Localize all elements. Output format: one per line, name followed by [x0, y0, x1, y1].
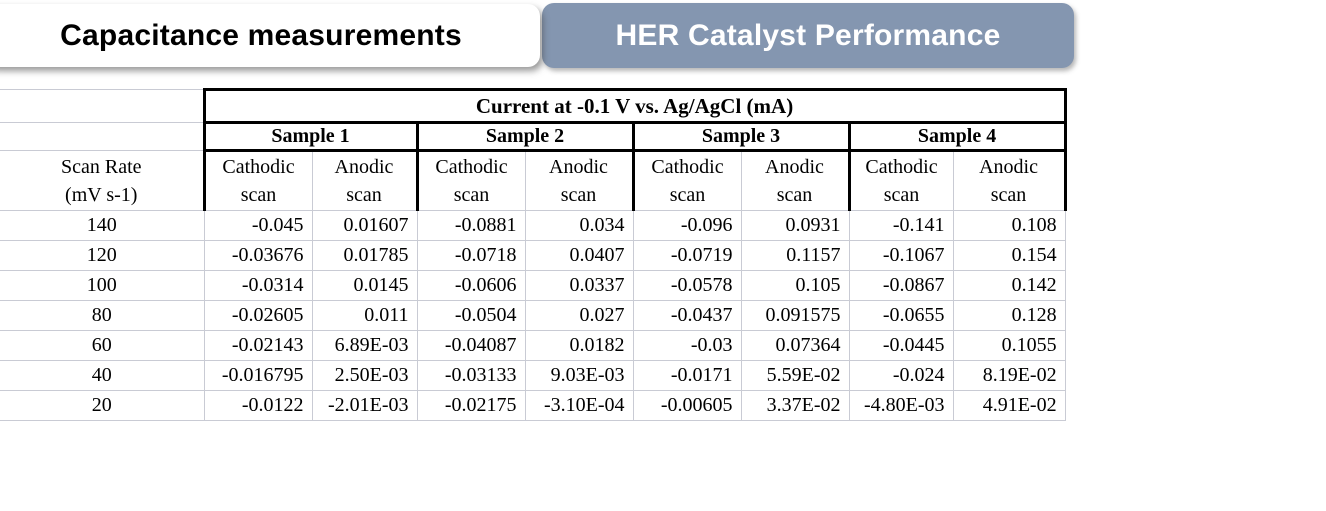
- scan-rate-cell: 20: [0, 390, 205, 421]
- value-cell: 0.0182: [524, 330, 634, 361]
- value-cell: 0.0407: [524, 240, 634, 271]
- value-cell: 0.07364: [740, 330, 850, 361]
- value-cell: 0.01607: [311, 210, 418, 241]
- scan-type-header: Cathodic scan: [415, 150, 526, 211]
- value-cell: 9.03E-03: [524, 360, 634, 391]
- table-row: 100 -0.0314 0.0145 -0.0606 0.0337 -0.057…: [0, 270, 1066, 301]
- scan-type-header: Anodic scan: [952, 150, 1067, 211]
- scan-rate-header-line1: Scan Rate: [60, 155, 142, 178]
- value-cell: 0.091575: [740, 300, 850, 331]
- tab-her-label: HER Catalyst Performance: [615, 18, 1001, 52]
- value-cell: 0.0931: [740, 210, 850, 241]
- scan-type-header: Cathodic scan: [202, 150, 313, 211]
- sample-header: Sample 4: [847, 121, 1067, 152]
- value-cell: -0.03: [632, 330, 742, 361]
- value-cell: -0.141: [848, 210, 954, 241]
- value-cell: 0.142: [952, 270, 1066, 301]
- scan-rate-cell: 80: [0, 300, 205, 331]
- value-cell: -0.0881: [416, 210, 526, 241]
- scan-rate-cell: 40: [0, 360, 205, 391]
- value-cell: -0.0867: [848, 270, 954, 301]
- scan-type-header: Anodic scan: [740, 150, 851, 211]
- value-cell: -0.1067: [848, 240, 954, 271]
- value-cell: 0.0145: [311, 270, 418, 301]
- table-row: 60 -0.02143 6.89E-03 -0.04087 0.0182 -0.…: [0, 330, 1066, 361]
- value-cell: -0.02143: [203, 330, 313, 361]
- table-row: 20 -0.0122 -2.01E-03 -0.02175 -3.10E-04 …: [0, 390, 1066, 421]
- value-cell: -0.0718: [416, 240, 526, 271]
- table-title: Current at -0.1 V vs. Ag/AgCl (mA): [202, 88, 1067, 124]
- value-cell: 0.1157: [740, 240, 850, 271]
- scan-type-header-row: Scan Rate (mV s-1) Cathodic scan Anodic sc…: [0, 150, 1067, 211]
- value-cell: 0.034: [524, 210, 634, 241]
- empty-corner-cell: [0, 122, 205, 151]
- scan-type-header: Cathodic scan: [631, 150, 742, 211]
- value-cell: 0.01785: [311, 240, 418, 271]
- value-cell: 0.128: [952, 300, 1066, 331]
- measurement-table: Current at -0.1 V vs. Ag/AgCl (mA) Sampl…: [0, 88, 1067, 421]
- table-row: 40 -0.016795 2.50E-03 -0.03133 9.03E-03 …: [0, 360, 1066, 391]
- scan-rate-header: Scan Rate (mV s-1): [0, 150, 205, 211]
- value-cell: 0.011: [311, 300, 418, 331]
- value-cell: 4.91E-02: [952, 390, 1066, 421]
- value-cell: -0.0171: [632, 360, 742, 391]
- value-cell: 0.154: [952, 240, 1066, 271]
- value-cell: -0.02605: [203, 300, 313, 331]
- value-cell: -0.024: [848, 360, 954, 391]
- value-cell: -3.10E-04: [524, 390, 634, 421]
- scan-type-header: Anodic scan: [311, 150, 419, 211]
- value-cell: 6.89E-03: [311, 330, 418, 361]
- table-title-row: Current at -0.1 V vs. Ag/AgCl (mA): [0, 88, 1067, 124]
- scan-rate-header-line2: (mV s-1): [65, 183, 138, 206]
- scan-type-header: Anodic scan: [524, 150, 635, 211]
- value-cell: 8.19E-02: [952, 360, 1066, 391]
- value-cell: -0.0122: [203, 390, 313, 421]
- value-cell: 2.50E-03: [311, 360, 418, 391]
- scan-rate-cell: 60: [0, 330, 205, 361]
- value-cell: -2.01E-03: [311, 390, 418, 421]
- tab-her-catalyst-performance[interactable]: HER Catalyst Performance: [542, 3, 1074, 68]
- scan-type-header: Cathodic scan: [847, 150, 954, 211]
- value-cell: -0.0314: [203, 270, 313, 301]
- scan-rate-cell: 120: [0, 240, 205, 271]
- table-row: 120 -0.03676 0.01785 -0.0718 0.0407 -0.0…: [0, 240, 1066, 271]
- value-cell: -4.80E-03: [848, 390, 954, 421]
- table-row: 80 -0.02605 0.011 -0.0504 0.027 -0.0437 …: [0, 300, 1066, 331]
- value-cell: -0.0606: [416, 270, 526, 301]
- empty-corner-cell: [0, 89, 205, 123]
- value-cell: -0.03133: [416, 360, 526, 391]
- value-cell: -0.0578: [632, 270, 742, 301]
- value-cell: -0.0655: [848, 300, 954, 331]
- value-cell: -0.00605: [632, 390, 742, 421]
- value-cell: -0.0504: [416, 300, 526, 331]
- table-row: 140 -0.045 0.01607 -0.0881 0.034 -0.096 …: [0, 210, 1066, 241]
- value-cell: 0.1055: [952, 330, 1066, 361]
- sample-header: Sample 3: [631, 121, 851, 152]
- value-cell: -0.0719: [632, 240, 742, 271]
- value-cell: -0.03676: [203, 240, 313, 271]
- value-cell: 5.59E-02: [740, 360, 850, 391]
- value-cell: -0.045: [203, 210, 313, 241]
- tab-capacitance-label: Capacitance measurements: [60, 18, 462, 52]
- scan-rate-cell: 140: [0, 210, 205, 241]
- sample-header: Sample 2: [415, 121, 635, 152]
- value-cell: -0.04087: [416, 330, 526, 361]
- tab-capacitance-measurements[interactable]: Capacitance measurements: [0, 4, 540, 67]
- value-cell: 0.108: [952, 210, 1066, 241]
- value-cell: -0.02175: [416, 390, 526, 421]
- scan-rate-cell: 100: [0, 270, 205, 301]
- sample-header-row: Sample 1 Sample 2 Sample 3 Sample 4: [0, 121, 1067, 152]
- value-cell: -0.0437: [632, 300, 742, 331]
- sample-header: Sample 1: [202, 121, 419, 152]
- value-cell: 0.0337: [524, 270, 634, 301]
- value-cell: 3.37E-02: [740, 390, 850, 421]
- value-cell: 0.027: [524, 300, 634, 331]
- value-cell: -0.016795: [203, 360, 313, 391]
- value-cell: -0.096: [632, 210, 742, 241]
- value-cell: 0.105: [740, 270, 850, 301]
- value-cell: -0.0445: [848, 330, 954, 361]
